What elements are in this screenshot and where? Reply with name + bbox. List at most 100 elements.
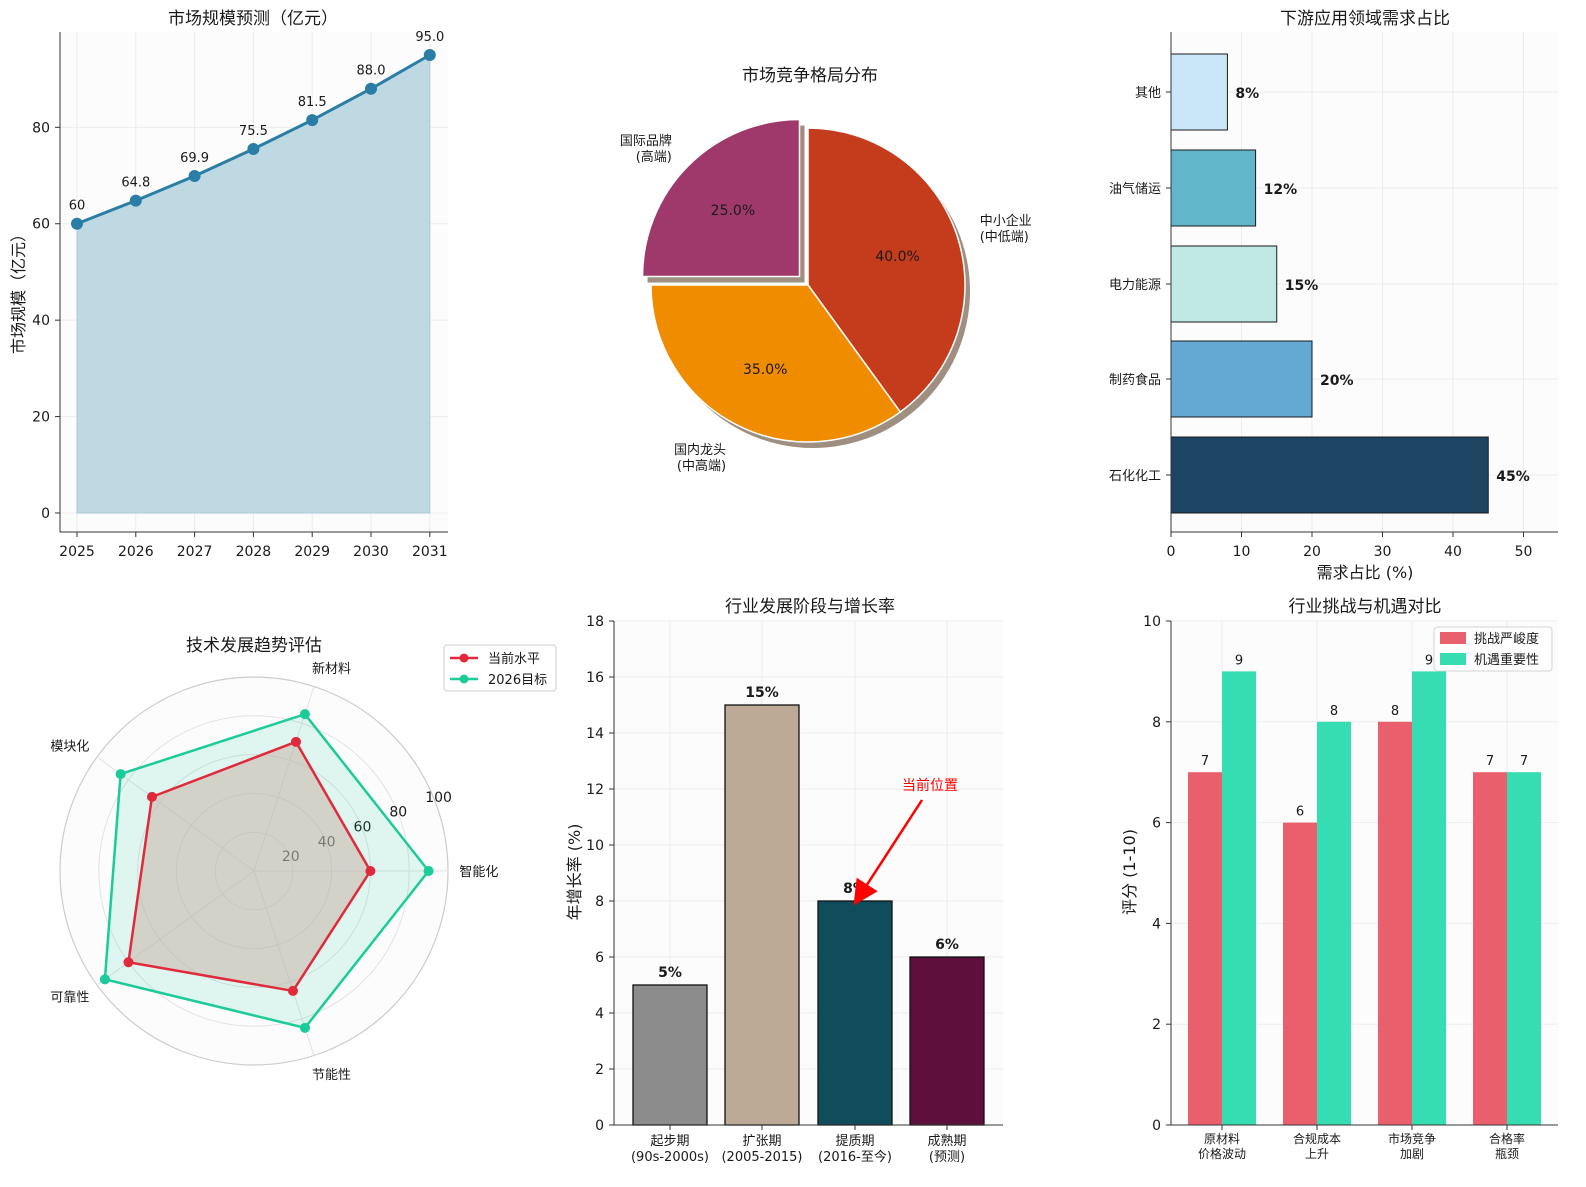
radar-point <box>123 957 134 968</box>
radar-point <box>99 974 110 985</box>
stage-bar <box>909 956 985 1126</box>
market-size-point <box>365 82 377 95</box>
challenge-category-label: 原材料价格波动 <box>1198 1132 1246 1161</box>
market-size-ytick-label: 60 <box>32 217 50 233</box>
market-size-point <box>129 194 142 207</box>
radar-rtick-label: 60 <box>354 819 372 835</box>
challenge-bar <box>1188 772 1222 1125</box>
demand-bar-value: 20% <box>1320 373 1354 389</box>
demand-bar <box>1170 245 1278 323</box>
demand-xtick-label: 20 <box>1303 544 1321 560</box>
challenge-legend-label: 机遇重要性 <box>1474 652 1539 668</box>
downstream-demand-chart: 下游应用领域需求占比 需求占比 (%) 45% 石化化工 20% 制药食品 15% 电力能… <box>1109 9 1558 582</box>
stage-category-label: 成熟期(预测) <box>927 1133 966 1165</box>
industry-stage-title: 行业发展阶段与增长率 <box>725 597 895 617</box>
radar-series-current <box>127 740 372 993</box>
radar-axis-label: 新材料 <box>312 661 351 677</box>
radar-axis-label: 可靠性 <box>50 990 89 1005</box>
pie-slice-pct: 25.0% <box>711 203 755 219</box>
challenge-ytick-label: 10 <box>1143 614 1161 630</box>
radar-point <box>299 1022 310 1033</box>
stage-ytick-label: 4 <box>595 1006 604 1022</box>
pie-slice <box>641 118 801 278</box>
market-size-point <box>247 143 260 156</box>
opportunity-bar <box>1412 671 1446 1125</box>
opportunity-bar <box>1317 721 1351 1125</box>
radar-rtick-label: 80 <box>389 805 407 821</box>
radar-axis-label: 智能化 <box>459 865 498 880</box>
stage-annotation-arrow <box>853 799 924 906</box>
market-size-ytick-label: 20 <box>32 410 50 426</box>
challenge-opportunity-title: 行业挑战与机遇对比 <box>1289 597 1442 617</box>
market-size-value-label: 69.9 <box>180 151 209 166</box>
demand-bar <box>1170 436 1489 514</box>
tech-trend-title: 技术发展趋势评估 <box>186 636 322 656</box>
stage-ytick-label: 0 <box>595 1118 604 1134</box>
challenge-legend-label: 挑战严峻度 <box>1474 631 1539 647</box>
stage-bar-value: 15% <box>745 685 779 701</box>
radar-point <box>299 709 310 720</box>
pie-slice-label: 国内龙头(中高端) <box>674 442 726 474</box>
stage-ytick-label: 2 <box>595 1062 604 1078</box>
market-size-value-label: 64.8 <box>121 176 150 191</box>
stage-category-label: 提质期(2016-至今) <box>818 1133 892 1165</box>
market-size-ytick-label: 40 <box>32 313 50 329</box>
market-size-xtick-label: 2028 <box>236 544 272 560</box>
challenge-bar-value: 6 <box>1296 805 1304 820</box>
demand-bar-value: 8% <box>1235 86 1259 102</box>
demand-bar <box>1170 53 1228 131</box>
market-size-value-label: 60 <box>69 199 86 214</box>
radar-point <box>290 736 301 747</box>
demand-bar-value: 12% <box>1264 182 1298 198</box>
market-size-xtick-label: 2031 <box>412 544 448 560</box>
radar-point <box>365 866 376 876</box>
stage-ytick-label: 12 <box>586 782 604 798</box>
demand-xtick-label: 40 <box>1444 544 1462 560</box>
opportunity-bar-value: 9 <box>1235 653 1243 668</box>
radar-legend-marker <box>459 653 469 663</box>
stage-bar <box>724 704 800 1126</box>
competition-pie-chart: 市场竞争格局分布 40.0% 中小企业(中低端) 35.0% 国内龙头(中高端) 25.… <box>620 66 1032 474</box>
demand-bar-value: 15% <box>1285 278 1319 294</box>
market-size-xtick-label: 2026 <box>118 544 154 560</box>
industry-stage-chart: 行业发展阶段与增长率 年增长率 (%) 5% 起步期(90s-2000s) 15% 扩… <box>565 597 1003 1165</box>
challenge-category-label: 合规成本上升 <box>1293 1131 1341 1161</box>
opportunity-bar <box>1222 671 1256 1125</box>
demand-xtick-label: 30 <box>1374 544 1392 560</box>
demand-xtick-label: 50 <box>1515 544 1533 560</box>
stage-bar <box>817 900 893 1126</box>
challenge-category-label: 市场竞争加剧 <box>1388 1131 1436 1161</box>
challenge-ytick-label: 8 <box>1152 715 1161 731</box>
pie-slice-pct: 40.0% <box>875 249 919 265</box>
challenge-bar <box>1283 822 1317 1125</box>
market-size-point <box>71 217 83 230</box>
stage-ytick-label: 8 <box>595 894 604 910</box>
stage-bar-value: 6% <box>935 937 959 953</box>
demand-xtick-label: 0 <box>1167 544 1176 560</box>
demand-bar <box>1170 340 1313 418</box>
market-size-xtick-label: 2030 <box>353 544 389 560</box>
market-size-ylabel: 市场规模（亿元） <box>9 226 28 354</box>
stage-bar-value: 5% <box>658 965 682 981</box>
challenge-ytick-label: 6 <box>1152 816 1161 832</box>
pie-slice-label: 中小企业(中低端) <box>980 213 1032 245</box>
market-size-xtick-label: 2029 <box>294 544 330 560</box>
stage-category-label: 扩张期(2005-2015) <box>721 1134 802 1165</box>
stage-ytick-label: 16 <box>586 670 604 686</box>
demand-bar-value: 45% <box>1496 469 1530 485</box>
tech-trend-radar-chart: 技术发展趋势评估 20406080100智能化新材料模块化可靠性节能性当前水平2… <box>50 636 557 1083</box>
downstream-demand-title: 下游应用领域需求占比 <box>1280 9 1450 29</box>
demand-category-label: 制药食品 <box>1109 372 1161 388</box>
market-size-ytick-label: 0 <box>41 506 50 522</box>
challenge-bar <box>1378 721 1412 1125</box>
market-size-chart: 市场规模预测（亿元） 市场规模（亿元） 60 64.8 69.9 75.5 81.5 88… <box>9 9 448 560</box>
radar-point <box>115 769 126 780</box>
market-size-value-label: 81.5 <box>298 95 327 110</box>
challenge-bar-value: 7 <box>1201 754 1209 769</box>
challenge-opportunity-ylabel: 评分 (1-10) <box>1120 829 1139 915</box>
radar-axis-label: 模块化 <box>50 740 89 755</box>
opportunity-bar <box>1507 772 1541 1125</box>
radar-point <box>287 985 298 996</box>
market-size-value-label: 75.5 <box>239 124 268 139</box>
